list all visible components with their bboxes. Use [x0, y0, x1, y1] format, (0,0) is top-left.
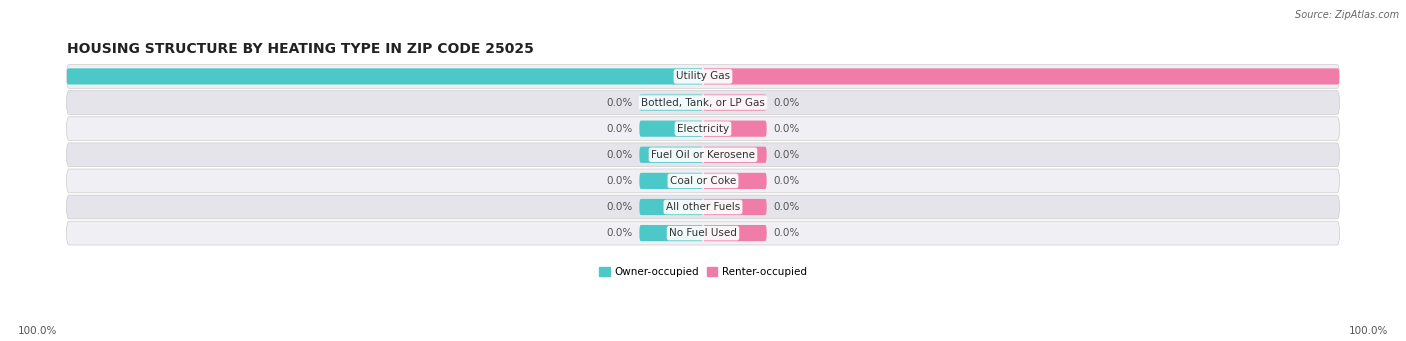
Text: Coal or Coke: Coal or Coke — [669, 176, 737, 186]
Text: Source: ZipAtlas.com: Source: ZipAtlas.com — [1295, 10, 1399, 20]
FancyBboxPatch shape — [640, 94, 703, 110]
Text: 100.0%: 100.0% — [18, 326, 58, 336]
Text: 0.0%: 0.0% — [607, 150, 633, 160]
Text: 100.0%: 100.0% — [1348, 326, 1388, 336]
Text: 0.0%: 0.0% — [773, 176, 799, 186]
Text: Utility Gas: Utility Gas — [676, 71, 730, 81]
Text: HOUSING STRUCTURE BY HEATING TYPE IN ZIP CODE 25025: HOUSING STRUCTURE BY HEATING TYPE IN ZIP… — [66, 42, 533, 56]
FancyBboxPatch shape — [640, 121, 703, 137]
FancyBboxPatch shape — [66, 195, 1340, 219]
Text: 0.0%: 0.0% — [607, 228, 633, 238]
FancyBboxPatch shape — [703, 147, 766, 163]
Text: All other Fuels: All other Fuels — [666, 202, 740, 212]
Text: 0.0%: 0.0% — [773, 98, 799, 107]
Text: 0.0%: 0.0% — [607, 202, 633, 212]
FancyBboxPatch shape — [66, 143, 1340, 167]
FancyBboxPatch shape — [703, 68, 1340, 85]
Text: 100.0%: 100.0% — [1348, 71, 1392, 81]
FancyBboxPatch shape — [66, 117, 1340, 140]
FancyBboxPatch shape — [66, 68, 703, 85]
Text: Electricity: Electricity — [676, 124, 730, 134]
Text: 100.0%: 100.0% — [14, 71, 58, 81]
FancyBboxPatch shape — [66, 169, 1340, 193]
Text: Bottled, Tank, or LP Gas: Bottled, Tank, or LP Gas — [641, 98, 765, 107]
Text: 0.0%: 0.0% — [607, 176, 633, 186]
Text: 0.0%: 0.0% — [773, 228, 799, 238]
FancyBboxPatch shape — [640, 173, 703, 189]
FancyBboxPatch shape — [66, 91, 1340, 115]
Legend: Owner-occupied, Renter-occupied: Owner-occupied, Renter-occupied — [595, 263, 811, 281]
FancyBboxPatch shape — [703, 199, 766, 215]
FancyBboxPatch shape — [703, 94, 766, 110]
Text: 0.0%: 0.0% — [773, 150, 799, 160]
FancyBboxPatch shape — [66, 64, 1340, 88]
FancyBboxPatch shape — [640, 199, 703, 215]
Text: 0.0%: 0.0% — [773, 202, 799, 212]
Text: 0.0%: 0.0% — [773, 124, 799, 134]
Text: 0.0%: 0.0% — [607, 124, 633, 134]
Text: Fuel Oil or Kerosene: Fuel Oil or Kerosene — [651, 150, 755, 160]
FancyBboxPatch shape — [703, 121, 766, 137]
FancyBboxPatch shape — [640, 225, 703, 241]
FancyBboxPatch shape — [703, 225, 766, 241]
Text: No Fuel Used: No Fuel Used — [669, 228, 737, 238]
FancyBboxPatch shape — [66, 221, 1340, 245]
Text: 0.0%: 0.0% — [607, 98, 633, 107]
FancyBboxPatch shape — [640, 147, 703, 163]
FancyBboxPatch shape — [703, 173, 766, 189]
